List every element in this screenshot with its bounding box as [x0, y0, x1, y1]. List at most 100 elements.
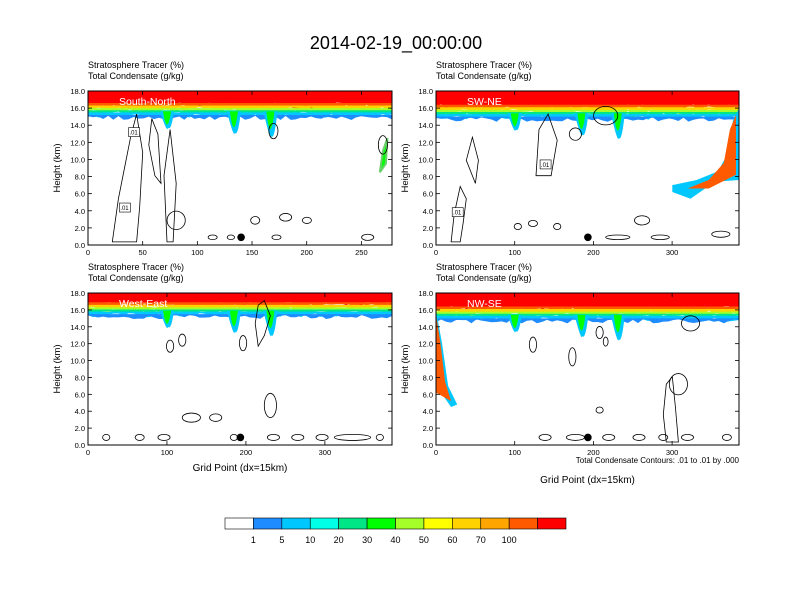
tracer-field: .01 .01	[88, 91, 392, 243]
condensate-contour	[226, 234, 235, 241]
condensate-contours	[102, 299, 384, 441]
x-axis-label: Grid Point (dx=15km)	[540, 475, 635, 486]
condensate-contour	[513, 223, 522, 231]
header-tracer: Stratosphere Tracer (%)	[88, 60, 184, 70]
y-tick-label: 2.0	[75, 224, 85, 233]
y-tick-label: 6.0	[423, 190, 433, 199]
y-axis-label: Height (km)	[400, 143, 411, 192]
y-tick-label: 12.0	[70, 138, 85, 147]
tracer-intrusion-core	[613, 314, 622, 333]
condensate-contour	[279, 213, 293, 222]
condensate-contour	[593, 106, 619, 126]
colorbar-swatch	[508, 517, 538, 530]
y-tick-label: 0.0	[75, 441, 85, 450]
x-tick-label: 100	[161, 448, 174, 457]
y-tick-label: 18.0	[418, 87, 433, 96]
condensate-contour	[178, 333, 187, 347]
tracer-intrusion-core	[510, 314, 519, 328]
colorbar: 1 5 10 20 30 40 50 60 70 100	[224, 517, 567, 545]
x-tick-label: 300	[319, 448, 332, 457]
tracer-band-level-0	[436, 293, 739, 311]
header-tracer: Stratosphere Tracer (%)	[88, 262, 184, 272]
condensate-contour	[568, 347, 577, 367]
tracer-intrusion-core	[163, 111, 172, 125]
colorbar-swatch	[366, 517, 396, 530]
tracer-intrusion-core	[229, 310, 238, 327]
y-tick-label: 14.0	[418, 323, 433, 332]
condensate-contour	[650, 234, 670, 241]
y-tick-label: 10.0	[70, 155, 85, 164]
condensate-contour	[207, 234, 218, 241]
page-title: 2014-02-19_00:00:00	[310, 33, 482, 54]
colorbar-swatch	[395, 517, 425, 530]
tracer-fold-edge	[378, 137, 389, 173]
x-tick-label: 50	[139, 248, 147, 257]
x-tick-label: 200	[587, 248, 600, 257]
y-tick-label: 4.0	[75, 407, 85, 416]
location-marker	[584, 233, 592, 242]
tracer-field	[436, 293, 739, 443]
x-tick-label: 0	[86, 448, 90, 457]
y-tick-label: 16.0	[418, 104, 433, 113]
contour-label: .01	[453, 211, 462, 217]
condensate-contour	[163, 129, 177, 243]
condensate-contour	[166, 210, 186, 230]
condensate-contour	[291, 433, 305, 441]
colorbar-swatch	[224, 517, 254, 530]
x-axis-label: Grid Point (dx=15km)	[193, 463, 288, 474]
tracer-band-level-0	[88, 91, 392, 107]
tracer-field	[88, 293, 392, 441]
condensate-contour	[271, 234, 282, 241]
y-tick-label: 12.0	[70, 340, 85, 349]
panel-label: NW-SE	[467, 298, 502, 310]
plot-frame	[435, 292, 740, 446]
colorbar-label: 1	[251, 535, 256, 545]
x-tick-label: 300	[666, 248, 679, 257]
condensate-contour	[166, 339, 175, 353]
condensate-contour	[238, 335, 248, 352]
condensate-contour	[528, 219, 538, 227]
tracer-intrusion-core	[163, 310, 172, 324]
colorbar-label: 5	[279, 535, 284, 545]
y-tick-label: 6.0	[75, 190, 85, 199]
plot-frame	[435, 90, 740, 246]
colorbar-swatch	[281, 517, 311, 530]
condensate-contour	[568, 127, 582, 141]
header-condensate: Total Condensate (g/kg)	[436, 273, 532, 283]
condensate-contour	[535, 113, 558, 177]
y-tick-label: 0.0	[75, 241, 85, 250]
condensate-contours	[450, 106, 731, 243]
condensate-contour	[465, 135, 479, 184]
x-tick-label: 0	[86, 248, 90, 257]
condensate-contour	[538, 433, 552, 441]
y-tick-label: 14.0	[70, 323, 85, 332]
y-tick-label: 12.0	[418, 340, 433, 349]
colorbar-label: 30	[362, 535, 372, 545]
condensate-contour	[553, 223, 562, 231]
y-axis-label: Height (km)	[52, 143, 63, 192]
tracer-intrusion-core	[266, 111, 275, 129]
x-tick-label: 200	[587, 448, 600, 457]
tracer-fold-core	[436, 314, 452, 402]
colorbar-label: 20	[334, 535, 344, 545]
condensate-contour	[111, 113, 144, 243]
condensate-contour	[721, 433, 732, 441]
y-tick-label: 10.0	[418, 155, 433, 164]
colorbar-swatch	[338, 517, 368, 530]
y-tick-label: 10.0	[70, 357, 85, 366]
colorbar-swatch	[253, 517, 283, 530]
y-tick-label: 2.0	[75, 424, 85, 433]
condensate-contour	[333, 433, 372, 441]
panels-group: .01 .01 South-North Stratosphere Tracer (%)…	[52, 60, 740, 486]
y-tick-label: 0.0	[423, 441, 433, 450]
y-tick-label: 4.0	[423, 207, 433, 216]
tracer-intrusion-core	[510, 113, 519, 127]
plot-frame	[87, 292, 393, 446]
y-tick-label: 0.0	[423, 241, 433, 250]
header-condensate: Total Condensate (g/kg)	[88, 71, 184, 81]
x-tick-label: 0	[434, 448, 438, 457]
condensate-contour	[377, 135, 388, 155]
x-tick-label: 300	[666, 448, 679, 457]
